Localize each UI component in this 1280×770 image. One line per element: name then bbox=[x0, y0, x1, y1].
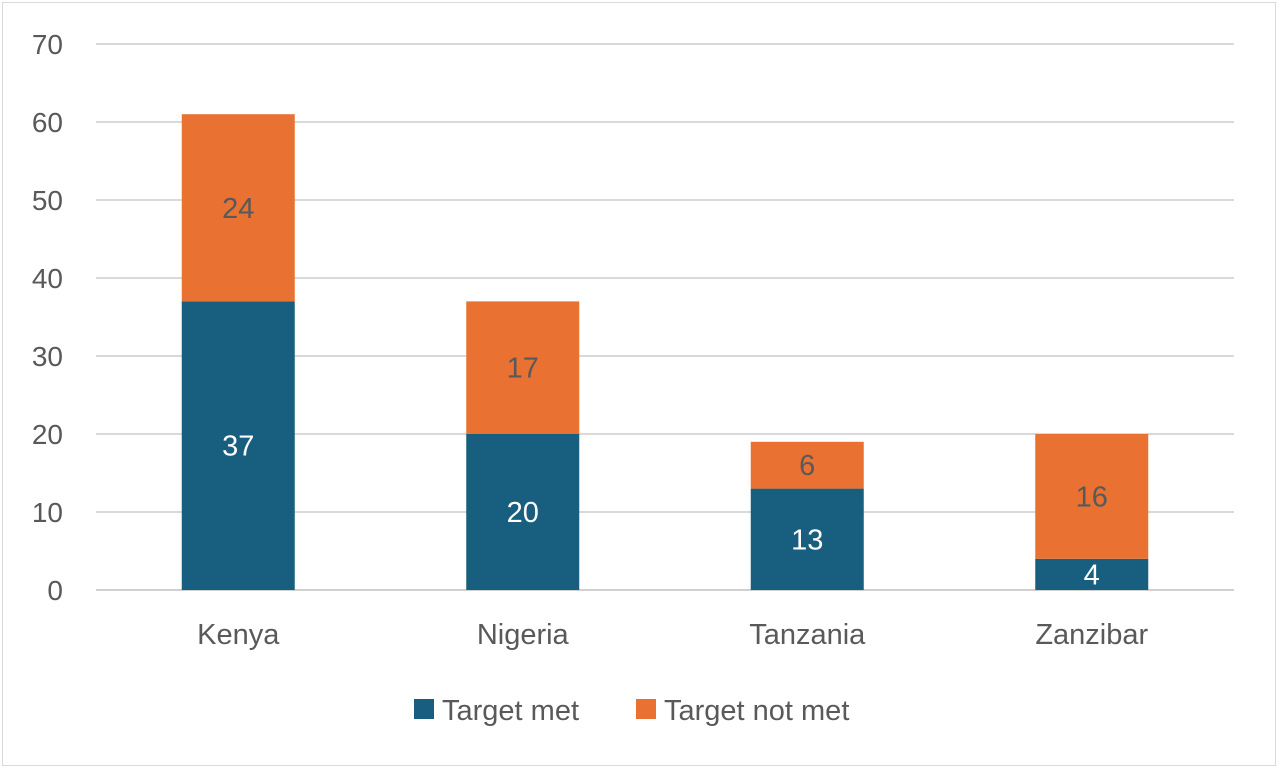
bars: 37 24 20 17 13 6 4 16 bbox=[181, 114, 1149, 591]
legend-label: Target met bbox=[442, 695, 579, 727]
bar-target-met bbox=[181, 301, 295, 590]
y-tick-label: 70 bbox=[32, 29, 63, 60]
data-label: 13 bbox=[791, 524, 823, 556]
x-tick-label: Kenya bbox=[197, 619, 280, 651]
data-label: 4 bbox=[1084, 559, 1100, 591]
legend-swatch bbox=[414, 699, 434, 719]
y-tick-label: 40 bbox=[32, 263, 63, 294]
y-tick-label: 20 bbox=[32, 419, 63, 450]
bar-target-not-met bbox=[750, 441, 864, 489]
legend-label: Target not met bbox=[664, 695, 849, 727]
bar-target-met bbox=[466, 434, 580, 590]
y-tick-label: 30 bbox=[32, 341, 63, 372]
data-label: 17 bbox=[507, 353, 539, 385]
bar-target-not-met bbox=[1035, 434, 1149, 559]
x-tick-label: Nigeria bbox=[477, 619, 570, 651]
bar-target-not-met bbox=[466, 301, 580, 434]
y-tick-label: 0 bbox=[47, 575, 63, 606]
bar-target-met bbox=[750, 488, 864, 590]
y-tick-label: 60 bbox=[32, 107, 63, 138]
data-label: 20 bbox=[507, 497, 539, 529]
y-axis-ticks: 0 10 20 30 40 50 60 70 bbox=[32, 29, 63, 606]
data-label: 37 bbox=[222, 431, 254, 463]
bar-target-not-met bbox=[181, 114, 295, 302]
y-tick-label: 50 bbox=[32, 185, 63, 216]
legend-swatch bbox=[636, 699, 656, 719]
data-label: 16 bbox=[1076, 481, 1108, 513]
x-tick-label: Zanzibar bbox=[1035, 619, 1148, 651]
bar-target-met bbox=[1035, 558, 1149, 590]
legend: Target met Target not met bbox=[414, 695, 849, 727]
y-tick-label: 10 bbox=[32, 497, 63, 528]
data-label: 24 bbox=[222, 193, 254, 225]
x-axis-ticks: Kenya Nigeria Tanzania Zanzibar bbox=[197, 619, 1148, 651]
x-tick-label: Tanzania bbox=[749, 619, 866, 651]
data-label: 6 bbox=[799, 450, 815, 482]
